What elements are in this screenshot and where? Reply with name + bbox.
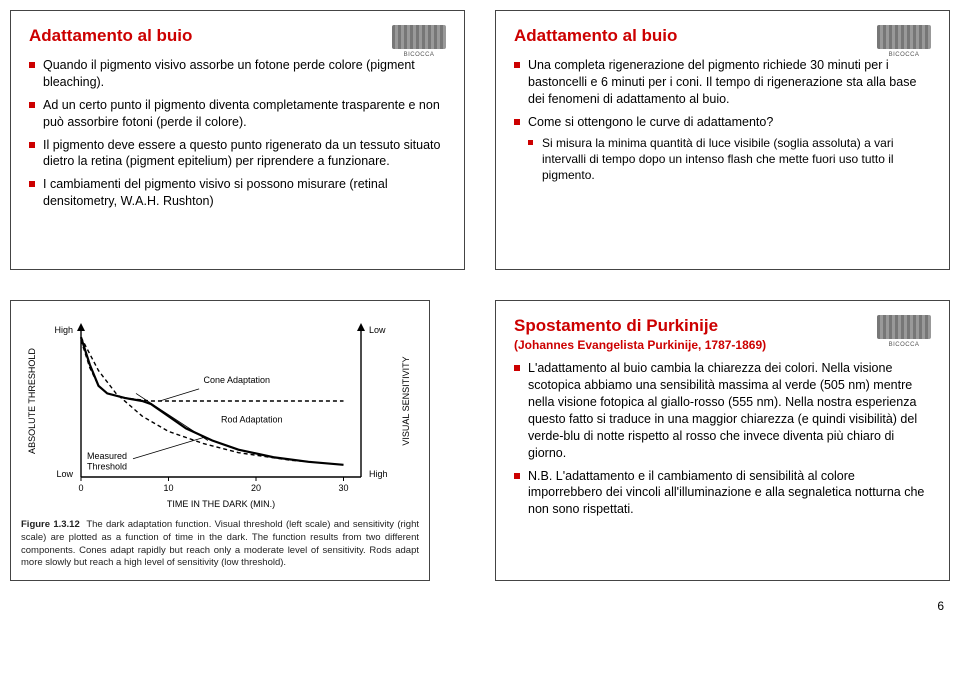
dark-adaptation-chart: 0 10 20 30 High Low Low High TIME IN THE DARK (M… <box>21 311 421 511</box>
bullet-text: Come si ottengono le curve di adattament… <box>528 115 773 129</box>
caption-text: The dark adaptation function. Visual thr… <box>21 519 419 568</box>
slide2-header: Adattamento al buio <box>514 25 931 49</box>
university-logo <box>877 315 931 339</box>
slide4-subtitle: (Johannes Evangelista Purkinije, 1787-18… <box>514 338 766 352</box>
slide1-header: Adattamento al buio <box>29 25 446 49</box>
caption-lead: Figure 1.3.12 <box>21 519 80 530</box>
svg-text:VISUAL SENSITIVITY: VISUAL SENSITIVITY <box>401 356 411 445</box>
svg-text:Cone Adaptation: Cone Adaptation <box>204 375 271 385</box>
university-logo <box>877 25 931 49</box>
svg-text:TIME IN THE DARK (MIN.): TIME IN THE DARK (MIN.) <box>167 499 275 509</box>
slide4-header: Spostamento di Purkinije (Johannes Evang… <box>514 315 931 352</box>
slide-1: Adattamento al buio Quando il pigmento v… <box>10 10 465 270</box>
svg-text:High: High <box>54 325 73 335</box>
slide4-title: Spostamento di Purkinije <box>514 315 766 336</box>
bullet: Come si ottengono le curve di adattament… <box>514 114 931 183</box>
svg-text:Measured: Measured <box>87 451 127 461</box>
svg-text:30: 30 <box>338 483 348 493</box>
sub-bullet: Si misura la minima quantità di luce vis… <box>528 135 931 184</box>
figure-caption: Figure 1.3.12 The dark adaptation functi… <box>21 519 419 570</box>
slide2-sub: Si misura la minima quantità di luce vis… <box>528 135 931 184</box>
svg-text:ABSOLUTE THRESHOLD: ABSOLUTE THRESHOLD <box>27 348 37 454</box>
slide-3: 0 10 20 30 High Low Low High TIME IN THE DARK (M… <box>10 300 430 581</box>
bullet: L'adattamento al buio cambia la chiarezz… <box>514 360 931 461</box>
svg-text:20: 20 <box>251 483 261 493</box>
bullet: Una completa rigenerazione del pigmento … <box>514 57 931 108</box>
slide4-bullets: L'adattamento al buio cambia la chiarezz… <box>514 360 931 518</box>
bullet: Ad un certo punto il pigmento diventa co… <box>29 97 446 131</box>
svg-text:Low: Low <box>369 325 386 335</box>
slide1-bullets: Quando il pigmento visivo assorbe un fot… <box>29 57 446 210</box>
slide-grid: Adattamento al buio Quando il pigmento v… <box>10 10 950 581</box>
svg-text:10: 10 <box>163 483 173 493</box>
svg-text:Rod Adaptation: Rod Adaptation <box>221 414 283 424</box>
bullet: I cambiamenti del pigmento visivo si pos… <box>29 176 446 210</box>
page-number: 6 <box>10 599 950 613</box>
slide2-bullets: Una completa rigenerazione del pigmento … <box>514 57 931 183</box>
slide4-title-block: Spostamento di Purkinije (Johannes Evang… <box>514 315 766 352</box>
svg-text:Threshold: Threshold <box>87 461 127 471</box>
bullet: N.B. L'adattamento e il cambiamento di s… <box>514 468 931 519</box>
slide-4: Spostamento di Purkinije (Johannes Evang… <box>495 300 950 581</box>
slide2-title: Adattamento al buio <box>514 25 677 46</box>
slide-2: Adattamento al buio Una completa rigener… <box>495 10 950 270</box>
svg-text:0: 0 <box>78 483 83 493</box>
svg-text:Low: Low <box>56 469 73 479</box>
slide1-title: Adattamento al buio <box>29 25 192 46</box>
university-logo <box>392 25 446 49</box>
svg-text:High: High <box>369 469 388 479</box>
bullet: Il pigmento deve essere a questo punto r… <box>29 137 446 171</box>
bullet: Quando il pigmento visivo assorbe un fot… <box>29 57 446 91</box>
